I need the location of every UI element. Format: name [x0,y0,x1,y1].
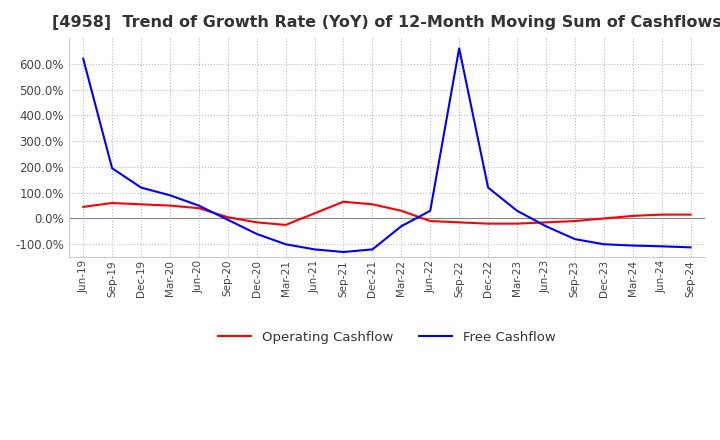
Operating Cashflow [397,208,405,213]
Line: Operating Cashflow: Operating Cashflow [84,202,690,225]
Operating Cashflow [455,220,464,225]
Operating Cashflow [137,202,145,207]
Free Cashflow [282,242,290,247]
Free Cashflow [194,203,203,208]
Free Cashflow [253,231,261,237]
Free Cashflow [310,247,319,252]
Free Cashflow [339,249,348,255]
Free Cashflow [223,217,232,222]
Operating Cashflow [223,215,232,220]
Free Cashflow [541,224,550,229]
Legend: Operating Cashflow, Free Cashflow: Operating Cashflow, Free Cashflow [213,326,561,349]
Operating Cashflow [194,205,203,211]
Free Cashflow [600,242,608,247]
Title: [4958]  Trend of Growth Rate (YoY) of 12-Month Moving Sum of Cashflows: [4958] Trend of Growth Rate (YoY) of 12-… [52,15,720,30]
Operating Cashflow [513,221,521,226]
Line: Free Cashflow: Free Cashflow [84,48,690,252]
Free Cashflow [629,243,637,248]
Free Cashflow [166,193,174,198]
Free Cashflow [484,185,492,190]
Operating Cashflow [570,218,579,224]
Operating Cashflow [108,200,117,205]
Operating Cashflow [541,220,550,225]
Operating Cashflow [600,216,608,221]
Free Cashflow [455,46,464,51]
Operating Cashflow [79,204,88,209]
Free Cashflow [137,185,145,190]
Operating Cashflow [368,202,377,207]
Free Cashflow [686,245,695,250]
Free Cashflow [426,208,435,213]
Operating Cashflow [339,199,348,204]
Operating Cashflow [253,220,261,225]
Operating Cashflow [686,212,695,217]
Operating Cashflow [166,203,174,208]
Free Cashflow [657,244,666,249]
Operating Cashflow [310,211,319,216]
Operating Cashflow [484,221,492,226]
Free Cashflow [570,236,579,242]
Free Cashflow [79,56,88,61]
Operating Cashflow [657,212,666,217]
Free Cashflow [513,208,521,213]
Operating Cashflow [629,213,637,219]
Free Cashflow [368,247,377,252]
Operating Cashflow [426,218,435,224]
Free Cashflow [108,165,117,171]
Operating Cashflow [282,222,290,227]
Free Cashflow [397,224,405,229]
